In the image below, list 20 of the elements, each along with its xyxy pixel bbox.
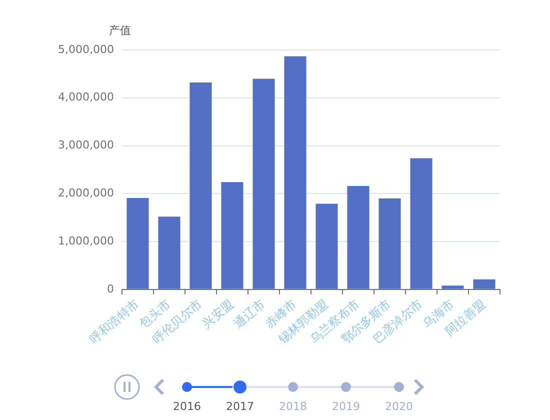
y-tick-label: 2,000,000 (58, 186, 114, 200)
y-tick-label: 5,000,000 (58, 42, 114, 56)
bar (158, 216, 180, 289)
bar (473, 279, 496, 289)
bar (284, 56, 306, 289)
y-tick-label: 1,000,000 (58, 234, 114, 248)
y-tick-label: 3,000,000 (58, 138, 114, 152)
timeline-slider: 2016 2017 2018 2019 2020 (110, 370, 435, 416)
bar (190, 82, 212, 289)
bar (378, 198, 401, 289)
y-axis-title: 产值 (108, 24, 131, 37)
bar (316, 204, 338, 289)
y-tick-label: 4,000,000 (58, 90, 114, 104)
bar (126, 198, 149, 289)
bar (252, 78, 275, 289)
bar (347, 186, 370, 289)
bar (221, 182, 244, 289)
bar (410, 158, 432, 289)
bar (442, 286, 464, 289)
y-tick-label: 0 (106, 282, 114, 296)
